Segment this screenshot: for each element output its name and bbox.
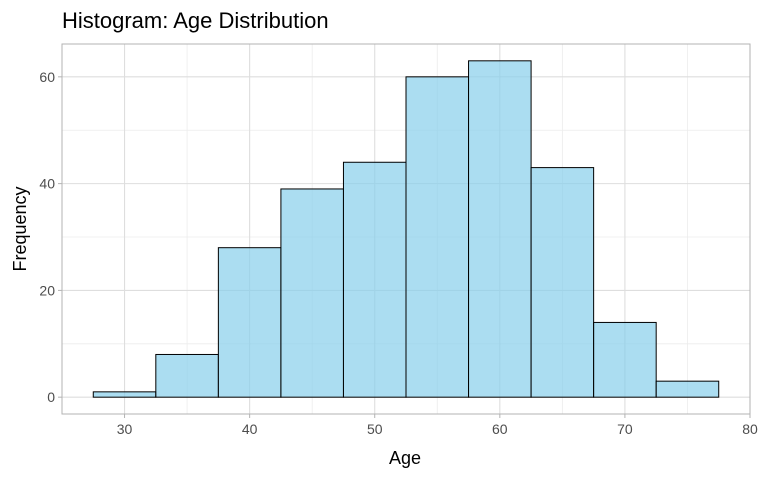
chart-title: Histogram: Age Distribution [62, 8, 329, 33]
histogram-bar [405, 76, 470, 398]
y-tick-label: 40 [39, 176, 55, 192]
histogram-bar [530, 167, 595, 398]
histogram-bars [92, 60, 720, 398]
histogram-bar [217, 247, 282, 398]
y-tick-label: 20 [39, 282, 55, 298]
x-axis-ticks: 30 40 50 60 70 80 [117, 414, 758, 437]
histogram-bar [280, 188, 344, 398]
y-axis-ticks: 0 20 40 60 [39, 69, 62, 405]
histogram-bar [655, 380, 720, 398]
histogram-bar [155, 353, 219, 398]
panel-border [61, 43, 751, 415]
x-tick-label: 30 [117, 421, 133, 437]
y-axis-title: Frequency [10, 186, 30, 271]
histogram-bar [593, 321, 657, 398]
histogram-bar [92, 391, 157, 398]
x-axis-title: Age [389, 448, 421, 468]
x-tick-label: 60 [492, 421, 508, 437]
x-tick-label: 50 [367, 421, 383, 437]
histogram-bar [468, 60, 532, 398]
x-tick-label: 40 [242, 421, 258, 437]
x-tick-label: 80 [742, 421, 758, 437]
x-tick-label: 70 [617, 421, 633, 437]
y-tick-label: 60 [39, 69, 55, 85]
histogram-bar [342, 161, 407, 398]
y-tick-label: 0 [47, 389, 55, 405]
